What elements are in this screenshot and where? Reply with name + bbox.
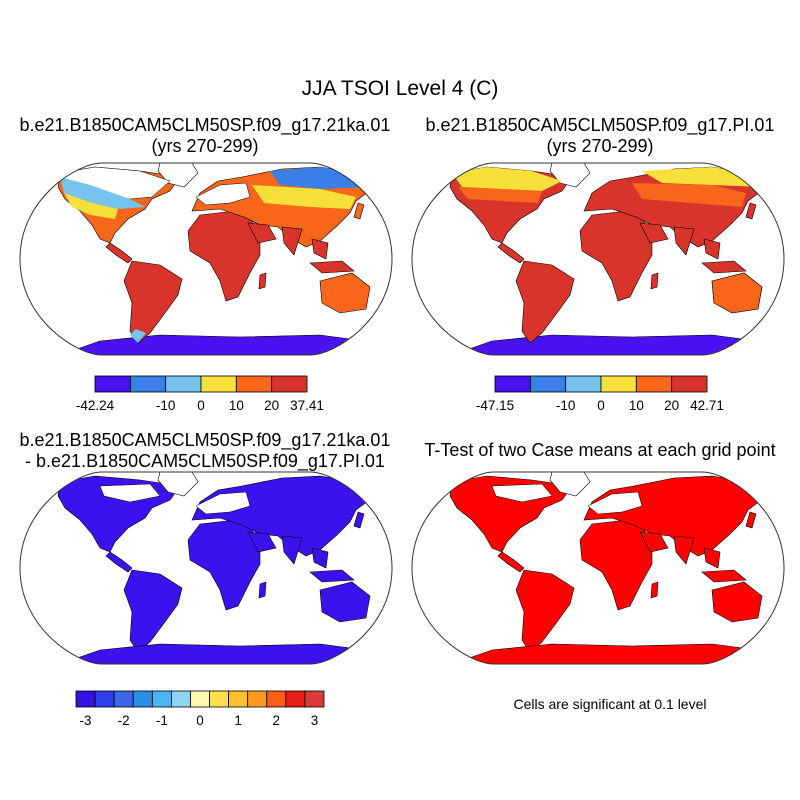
colorbar-swatch xyxy=(228,690,249,708)
colorbar-difference: -3 -2 -1 0 1 2 3 xyxy=(75,690,325,728)
colorbar-swatch xyxy=(94,375,131,393)
colorbar-swatch xyxy=(494,375,531,393)
colorbar-tick-label: 10 xyxy=(229,398,244,413)
colorbar-swatch xyxy=(190,690,210,708)
panel-subtitle-pi-years: (yrs 270-299) xyxy=(546,136,654,156)
colorbar-tick-label: 1 xyxy=(234,713,242,728)
colorbar-swatch xyxy=(285,690,306,708)
panel-title-21ka: b.e21.B1850CAM5CLM50SP.f09_g17.21ka.01 xyxy=(19,115,391,135)
colorbar-tick-label: 20 xyxy=(664,398,679,413)
colorbar-tick-label: -2 xyxy=(118,713,130,728)
colorbar-tick-label: -47.15 xyxy=(476,398,514,413)
colorbar-swatch xyxy=(75,690,96,708)
colorbar-swatch xyxy=(132,690,153,708)
colorbar-swatch xyxy=(129,375,167,393)
colorbar-swatch xyxy=(600,375,637,393)
map-pi xyxy=(411,162,785,356)
colorbar-tick-label: 0 xyxy=(597,398,605,413)
colorbar-tick-label: 10 xyxy=(629,398,644,413)
panel-title-difference-line1: b.e21.B1850CAM5CLM50SP.f09_g17.21ka.01 xyxy=(19,430,391,450)
panel-subtitle-21ka-years: (yrs 270-299) xyxy=(151,136,259,156)
colorbar-swatch xyxy=(200,375,237,393)
colorbar-swatch xyxy=(170,690,191,708)
figure-title: JJA TSOI Level 4 (C) xyxy=(301,77,499,100)
colorbar-tick-label: 3 xyxy=(311,713,319,728)
colorbar-swatch xyxy=(151,690,172,708)
colorbar-tick-label: -10 xyxy=(556,398,576,413)
colorbar-swatch xyxy=(529,375,567,393)
colorbar-21ka: -42.24 -10 0 10 20 37.41 xyxy=(76,375,324,413)
colorbar-tick-label: 0 xyxy=(197,398,205,413)
panel-title-ttest: T-Test of two Case means at each grid po… xyxy=(424,440,776,460)
colorbar-tick-label: 42.71 xyxy=(690,398,724,413)
colorbar-swatch xyxy=(247,690,268,708)
colorbar-swatch xyxy=(235,375,273,393)
colorbar-tick-label: -1 xyxy=(156,713,168,728)
colorbar-swatch xyxy=(304,690,325,708)
colorbar-swatch xyxy=(165,375,202,393)
colorbar-pi: -47.15 -10 0 10 20 42.71 xyxy=(476,375,724,413)
colorbar-swatch xyxy=(94,690,115,708)
colorbar-tick-label: 20 xyxy=(264,398,279,413)
map-21ka xyxy=(19,162,393,356)
panel-title-difference-line2: - b.e21.B1850CAM5CLM50SP.f09_g17.PI.01 xyxy=(25,451,385,471)
colorbar-swatch xyxy=(266,690,287,708)
colorbar-tick-label: 0 xyxy=(196,713,204,728)
colorbar-tick-label: 2 xyxy=(273,713,281,728)
colorbar-tick-label: -3 xyxy=(80,713,92,728)
colorbar-tick-label: -42.24 xyxy=(76,398,115,413)
colorbar-tick-label: 37.41 xyxy=(290,398,324,413)
colorbar-swatch xyxy=(271,375,308,393)
colorbar-swatch xyxy=(113,690,134,708)
colorbar-swatch xyxy=(671,375,708,393)
map-difference xyxy=(19,471,393,665)
colorbar-swatch xyxy=(635,375,673,393)
panel-title-pi: b.e21.B1850CAM5CLM50SP.f09_g17.PI.01 xyxy=(425,115,775,135)
colorbar-swatch xyxy=(209,690,230,708)
colorbar-swatch xyxy=(565,375,602,393)
colorbar-tick-label: -10 xyxy=(156,398,176,413)
map-ttest xyxy=(411,471,785,665)
significance-note: Cells are significant at 0.1 level xyxy=(513,696,707,712)
